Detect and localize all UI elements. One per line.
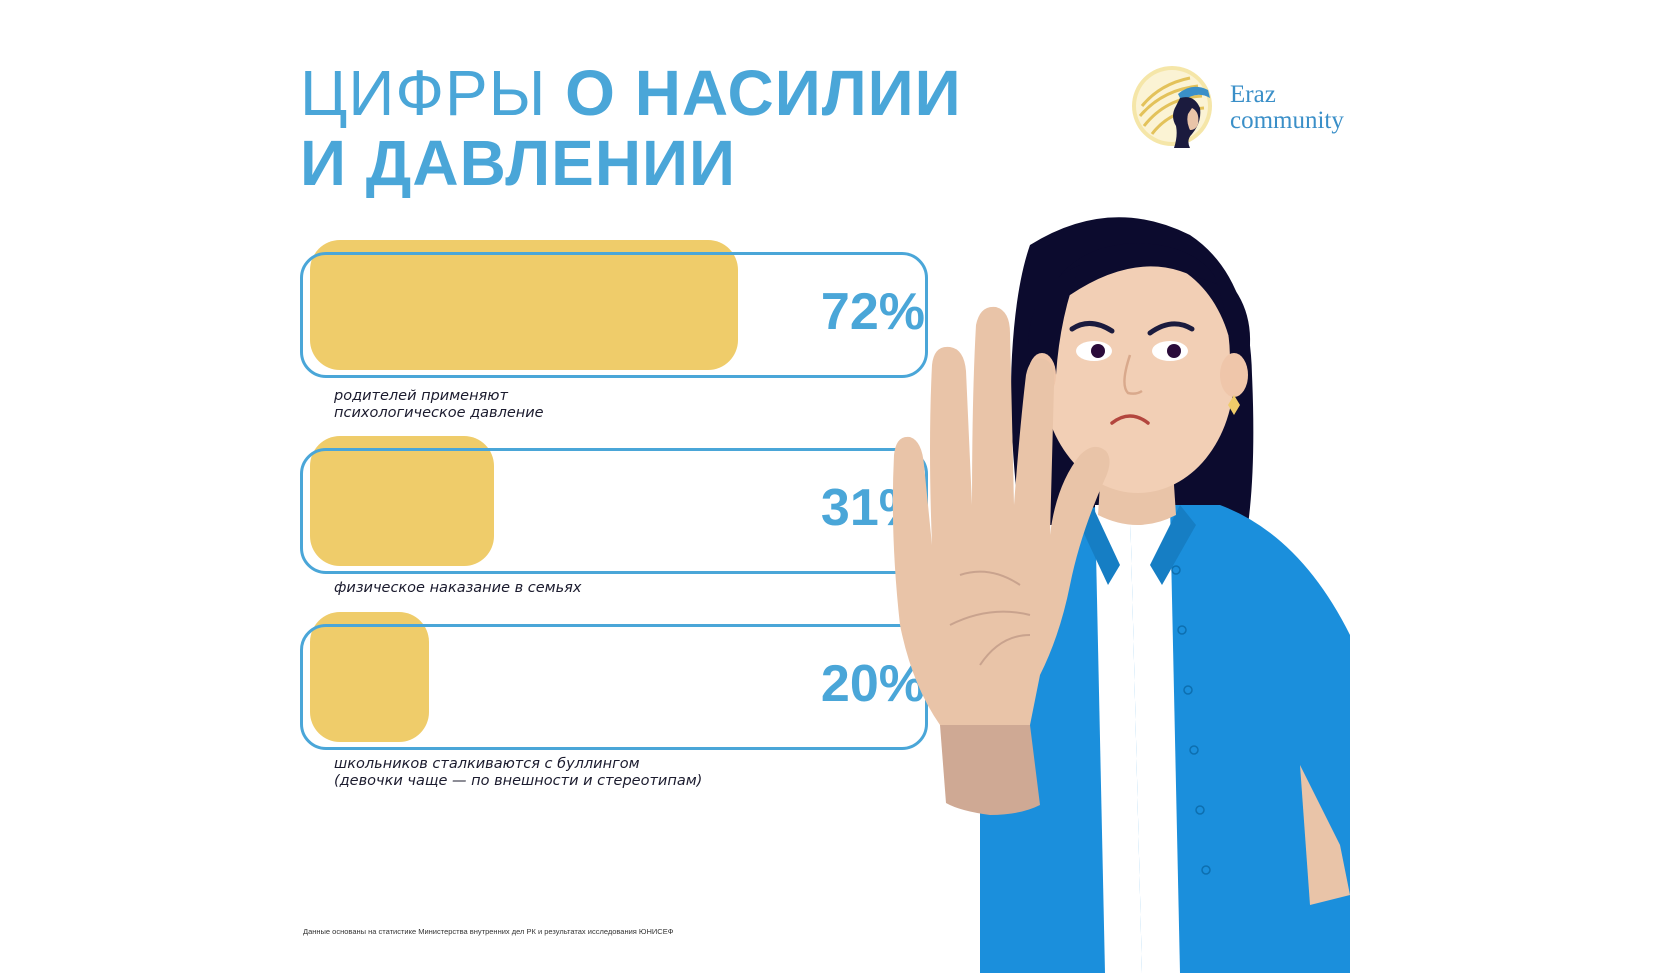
source-footnote: Данные основаны на статистике Министерст… bbox=[303, 927, 674, 936]
logo-wordmark: Eraz community bbox=[1230, 82, 1344, 134]
bar-category-label-line: школьников сталкиваются с буллингом bbox=[334, 756, 640, 772]
bar-1: 72% bbox=[300, 240, 935, 378]
bar-2: 31% bbox=[300, 436, 935, 574]
bar-outline bbox=[300, 252, 928, 378]
bar-category-label-line: (девочки чаще — по внешности и стереотип… bbox=[334, 773, 703, 789]
logo-emblem-icon bbox=[1132, 66, 1212, 148]
bar-fill bbox=[310, 612, 429, 742]
bar-category-label: школьников сталкиваются с буллингом (дево… bbox=[334, 756, 702, 790]
bar-category-label-line: физическое наказание в семьях bbox=[334, 580, 582, 596]
bar-fill bbox=[310, 436, 494, 566]
logo-line-1: Eraz bbox=[1230, 81, 1276, 108]
bar-category-label-line: родителей применяют bbox=[334, 388, 508, 404]
bar-fill bbox=[310, 240, 738, 370]
bar-3: 20% bbox=[300, 612, 935, 750]
title-word-bold: О НАСИЛИИ bbox=[565, 57, 962, 129]
page-title: ЦИФРЫ О НАСИЛИИ И ДАВЛЕНИИ bbox=[300, 58, 962, 198]
bar-value-label: 72% bbox=[820, 283, 925, 341]
bar-category-label: родителей применяют психологическое давле… bbox=[334, 388, 544, 422]
bar-category-label: физическое наказание в семьях bbox=[334, 580, 581, 597]
bar-category-label-line: психологическое давление bbox=[334, 405, 544, 421]
title-word-light: ЦИФРЫ bbox=[300, 57, 547, 129]
eraz-logo: Eraz community bbox=[1130, 64, 1380, 154]
bar-value-label: 20% bbox=[820, 655, 925, 713]
logo-line-2: community bbox=[1230, 107, 1344, 134]
woman-stop-gesture-illustration bbox=[892, 217, 1350, 973]
title-line-2: И ДАВЛЕНИИ bbox=[300, 127, 737, 199]
